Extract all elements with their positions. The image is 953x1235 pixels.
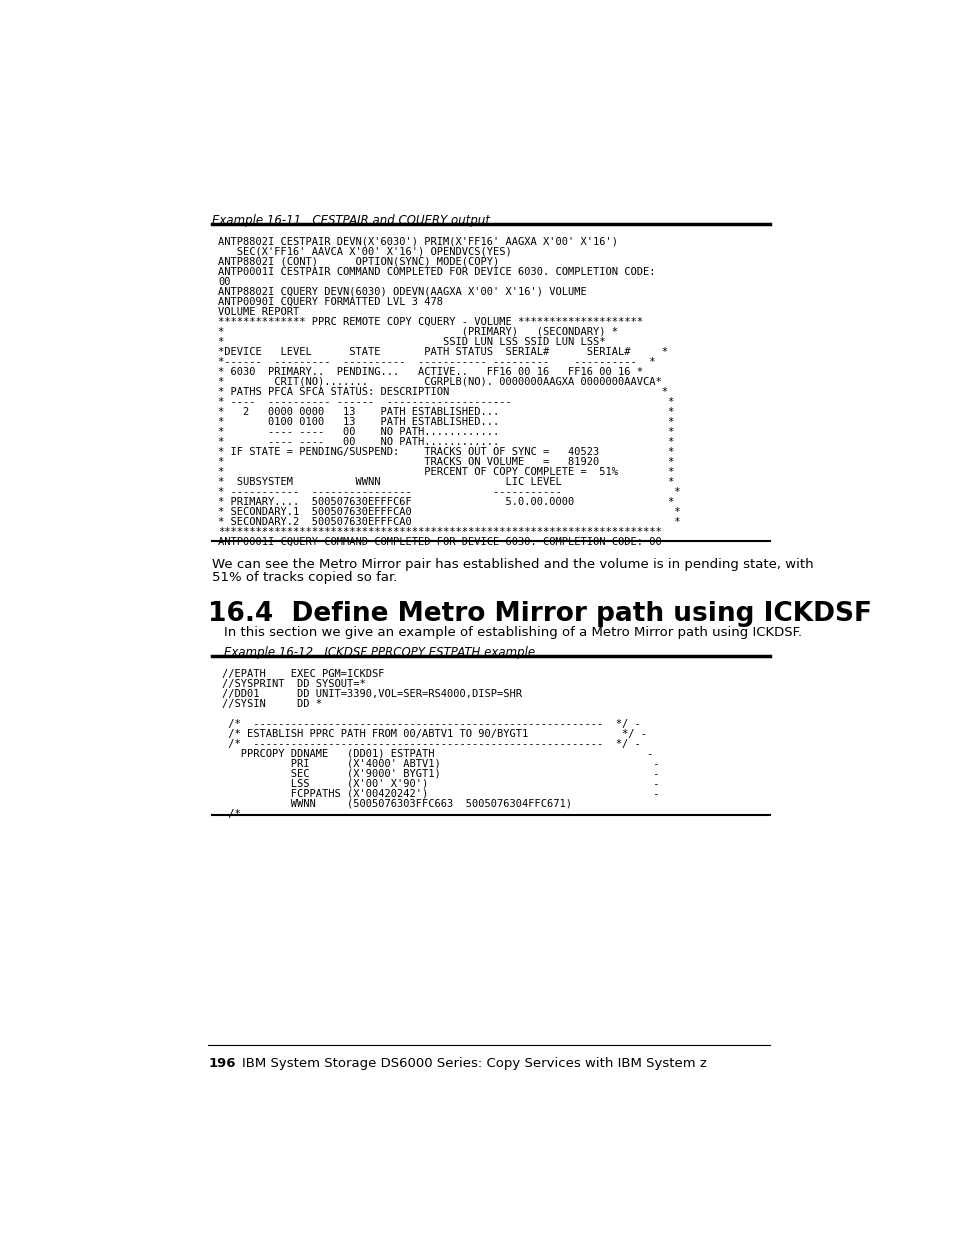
- Text: VOLUME REPORT: VOLUME REPORT: [218, 306, 299, 317]
- Text: *   2   0000 0000   13    PATH ESTABLISHED...                           *: * 2 0000 0000 13 PATH ESTABLISHED... *: [218, 406, 674, 417]
- Text: /*  --------------------------------------------------------  */ -: /* -------------------------------------…: [222, 719, 640, 729]
- Text: * IF STATE = PENDING/SUSPEND:    TRACKS OUT OF SYNC =   40523           *: * IF STATE = PENDING/SUSPEND: TRACKS OUT…: [218, 447, 674, 457]
- Text: //DD01      DD UNIT=3390,VOL=SER=RS4000,DISP=SHR: //DD01 DD UNIT=3390,VOL=SER=RS4000,DISP=…: [222, 689, 522, 699]
- Text: 00: 00: [218, 277, 231, 287]
- Text: LSS      (X'00' X'90')                                    -: LSS (X'00' X'90') -: [222, 779, 659, 789]
- Text: ANTP0001I CESTPAIR COMMAND COMPLETED FOR DEVICE 6030. COMPLETION CODE:: ANTP0001I CESTPAIR COMMAND COMPLETED FOR…: [218, 267, 656, 277]
- Text: *  SUBSYSTEM          WWNN                    LIC LEVEL                 *: * SUBSYSTEM WWNN LIC LEVEL *: [218, 477, 674, 487]
- Text: SEC(X'FF16' AAVCA X'00' X'16') OPENDVCS(YES): SEC(X'FF16' AAVCA X'00' X'16') OPENDVCS(…: [218, 247, 512, 257]
- Text: //EPATH    EXEC PGM=ICKDSF: //EPATH EXEC PGM=ICKDSF: [222, 668, 384, 679]
- Text: /*  --------------------------------------------------------  */ -: /* -------------------------------------…: [222, 739, 640, 748]
- Text: WWNN     (5005076303FFC663  5005076304FFC671): WWNN (5005076303FFC663 5005076304FFC671): [222, 799, 572, 809]
- Text: We can see the Metro Mirror pair has established and the volume is in pending st: We can see the Metro Mirror pair has est…: [212, 558, 813, 571]
- Text: 51% of tracks copied so far.: 51% of tracks copied so far.: [212, 571, 397, 584]
- Text: /*: /*: [222, 809, 241, 819]
- Text: In this section we give an example of establishing of a Metro Mirror path using : In this section we give an example of es…: [224, 626, 801, 638]
- Text: * SECONDARY.2  500507630EFFFCA0                                          *: * SECONDARY.2 500507630EFFFCA0 *: [218, 517, 680, 527]
- Text: 16.4  Define Metro Mirror path using ICKDSF: 16.4 Define Metro Mirror path using ICKD…: [208, 601, 871, 627]
- Text: //SYSIN     DD *: //SYSIN DD *: [222, 699, 322, 709]
- Text: *       0100 0100   13    PATH ESTABLISHED...                           *: * 0100 0100 13 PATH ESTABLISHED... *: [218, 417, 674, 427]
- Text: SEC      (X'9000' BYGT1)                                  -: SEC (X'9000' BYGT1) -: [222, 769, 659, 779]
- Text: * PRIMARY....  500507630EFFFC6F               5.0.00.0000               *: * PRIMARY.... 500507630EFFFC6F 5.0.00.00…: [218, 496, 674, 508]
- Text: *        CRIT(NO).......         CGRPLB(NO). 0000000AAGXA 0000000AAVCA*: * CRIT(NO)....... CGRPLB(NO). 0000000AAG…: [218, 377, 661, 387]
- Text: *       ---- ----   00    NO PATH............                           *: * ---- ---- 00 NO PATH............ *: [218, 437, 674, 447]
- Text: //SYSPRINT  DD SYSOUT=*: //SYSPRINT DD SYSOUT=*: [222, 679, 366, 689]
- Text: *       ---- ----   00    NO PATH............                           *: * ---- ---- 00 NO PATH............ *: [218, 427, 674, 437]
- Text: * -----------  ----------------             -----------                  *: * ----------- ---------------- ---------…: [218, 487, 680, 496]
- Text: *                                PERCENT OF COPY COMPLETE =  51%        *: * PERCENT OF COPY COMPLETE = 51% *: [218, 467, 674, 477]
- Text: *                                      (PRIMARY)   (SECONDARY) *: * (PRIMARY) (SECONDARY) *: [218, 327, 618, 337]
- Text: *------  ---------  ----------  ----------- ---------    ----------  *: *------ --------- ---------- -----------…: [218, 357, 656, 367]
- Text: Example 16-12   ICKDSF PPRCOPY ESTPATH example: Example 16-12 ICKDSF PPRCOPY ESTPATH exa…: [224, 646, 535, 658]
- Text: * ----  ---------- ------  --------------------                         *: * ---- ---------- ------ ---------------…: [218, 396, 674, 406]
- Text: *                                   SSID LUN LSS SSID LUN LSS*: * SSID LUN LSS SSID LUN LSS*: [218, 337, 605, 347]
- Text: * PATHS PFCA SFCA STATUS: DESCRIPTION                                  *: * PATHS PFCA SFCA STATUS: DESCRIPTION *: [218, 387, 668, 396]
- Text: * 6030  PRIMARY..  PENDING...   ACTIVE..   FF16 00 16   FF16 00 16 *: * 6030 PRIMARY.. PENDING... ACTIVE.. FF1…: [218, 367, 642, 377]
- Text: Example 16-11   CESTPAIR and CQUERY output: Example 16-11 CESTPAIR and CQUERY output: [212, 214, 490, 227]
- Text: PRI      (X'4000' ABTV1)                                  -: PRI (X'4000' ABTV1) -: [222, 758, 659, 769]
- Text: ***********************************************************************: ****************************************…: [218, 527, 661, 537]
- Text: FCPPATHS (X'00420242')                                    -: FCPPATHS (X'00420242') -: [222, 789, 659, 799]
- Text: ************** PPRC REMOTE COPY CQUERY - VOLUME ********************: ************** PPRC REMOTE COPY CQUERY -…: [218, 317, 642, 327]
- Text: ANTP0090I CQUERY FORMATTED LVL 3 478: ANTP0090I CQUERY FORMATTED LVL 3 478: [218, 296, 443, 306]
- Text: *                                TRACKS ON VOLUME   =   81920           *: * TRACKS ON VOLUME = 81920 *: [218, 457, 674, 467]
- Text: *DEVICE   LEVEL      STATE       PATH STATUS  SERIAL#      SERIAL#     *: *DEVICE LEVEL STATE PATH STATUS SERIAL# …: [218, 347, 668, 357]
- Text: ANTP0001I CQUERY COMMAND COMPLETED FOR DEVICE 6030. COMPLETION CODE: 00: ANTP0001I CQUERY COMMAND COMPLETED FOR D…: [218, 537, 661, 547]
- Text: ANTP8802I CQUERY DEVN(6030) ODEVN(AAGXA X'00' X'16') VOLUME: ANTP8802I CQUERY DEVN(6030) ODEVN(AAGXA …: [218, 287, 587, 296]
- Text: ANTP8802I CESTPAIR DEVN(X'6030') PRIM(X'FF16' AAGXA X'00' X'16'): ANTP8802I CESTPAIR DEVN(X'6030') PRIM(X'…: [218, 237, 618, 247]
- Text: /* ESTABLISH PPRC PATH FROM 00/ABTV1 TO 90/BYGT1               */ -: /* ESTABLISH PPRC PATH FROM 00/ABTV1 TO …: [222, 729, 647, 739]
- Text: IBM System Storage DS6000 Series: Copy Services with IBM System z: IBM System Storage DS6000 Series: Copy S…: [241, 1057, 706, 1070]
- Text: 196: 196: [208, 1057, 235, 1070]
- Text: ANTP8802I (CONT)      OPTION(SYNC) MODE(COPY): ANTP8802I (CONT) OPTION(SYNC) MODE(COPY): [218, 257, 499, 267]
- Text: PPRCOPY DDNAME   (DD01) ESTPATH                                  -: PPRCOPY DDNAME (DD01) ESTPATH -: [222, 748, 653, 758]
- Text: * SECONDARY.1  500507630EFFFCA0                                          *: * SECONDARY.1 500507630EFFFCA0 *: [218, 508, 680, 517]
